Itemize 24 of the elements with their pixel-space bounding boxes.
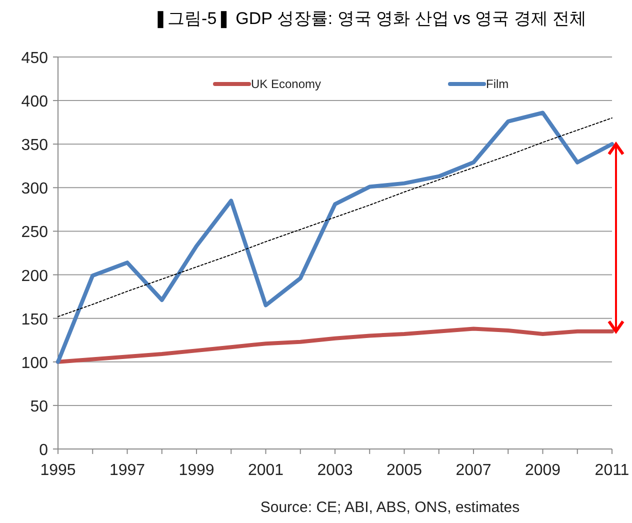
y-tick-label: 250 <box>21 224 48 242</box>
x-tick-label: 1997 <box>109 462 146 479</box>
y-tick-label: 400 <box>21 94 48 111</box>
legend-label: Film <box>486 77 509 91</box>
y-tick-label: 0 <box>39 442 48 459</box>
source-note: Source: CE; ABI, ABS, ONS, estimates <box>260 499 520 516</box>
y-tick-label: 50 <box>30 398 48 416</box>
x-tick-label: 1999 <box>178 462 214 479</box>
y-tick-label: 100 <box>21 354 48 372</box>
y-tick-label: 150 <box>21 311 48 328</box>
y-tick-label: 450 <box>21 50 48 67</box>
y-tick-label: 200 <box>21 268 48 285</box>
y-tick-label: 300 <box>21 180 48 198</box>
x-tick-label: 2003 <box>317 462 353 479</box>
line-series <box>58 117 612 318</box>
x-tick-label: 2011 <box>594 462 630 479</box>
chart-title: ❚그림-5❚ GDP 성장률: 영국 영화 산업 vs 영국 경제 전체 <box>153 9 587 29</box>
x-tick-label: 2007 <box>456 462 492 479</box>
x-tick-label: 2009 <box>524 462 561 479</box>
y-tick-label: 350 <box>21 137 48 154</box>
x-tick-label: 1995 <box>40 462 76 479</box>
x-tick-label: 2001 <box>248 462 284 479</box>
x-tick-label: 2005 <box>386 462 422 479</box>
legend-label: UK Economy <box>251 77 322 91</box>
